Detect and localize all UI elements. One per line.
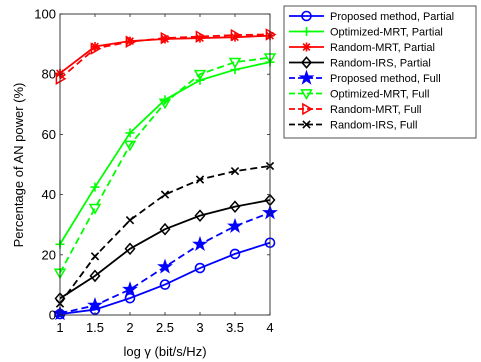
data-point — [159, 222, 171, 236]
legend-marker — [301, 56, 312, 69]
data-point — [228, 57, 242, 69]
y-tick-label: 0 — [49, 308, 56, 323]
data-point — [90, 252, 100, 261]
y-tick-label: 40 — [42, 187, 56, 202]
legend-marker — [302, 120, 311, 129]
legend-label: Optimized-MRT, Full — [330, 89, 429, 101]
data-point — [124, 292, 136, 304]
legend: Proposed method, Partial Optimized-MRT, P… — [283, 5, 477, 139]
legend-entry: Proposed method, Partial — [289, 10, 454, 23]
data-point — [160, 31, 172, 45]
data-point — [229, 248, 241, 260]
series-line — [59, 241, 271, 315]
data-point — [125, 128, 135, 138]
data-point — [124, 242, 136, 256]
legend-marker — [302, 42, 311, 52]
legend-marker — [301, 10, 312, 22]
legend-entry: Random-IRS, Full — [289, 120, 417, 132]
series-line — [59, 199, 271, 300]
x-tick-label: 4 — [266, 320, 273, 335]
x-axis-label: log γ (bit/s/Hz) — [123, 344, 206, 359]
data-point — [192, 235, 208, 252]
series-8 — [55, 161, 275, 308]
series-4 — [54, 193, 276, 305]
data-point — [123, 140, 137, 152]
legend-entry: Random-MRT, Full — [289, 102, 422, 116]
legend-entry: Optimized-MRT, Partial — [289, 27, 443, 39]
legend-label: Optimized-MRT, Partial — [330, 27, 443, 39]
data-point — [122, 281, 138, 297]
y-tick-label: 20 — [42, 247, 56, 262]
y-tick-label: 80 — [42, 67, 56, 82]
data-point — [195, 30, 207, 43]
data-point — [160, 190, 170, 199]
legend-entry: Random-MRT, Partial — [289, 42, 435, 54]
legend-entry: Random-IRS, Partial — [289, 56, 431, 70]
legend-label: Random-MRT, Partial — [330, 42, 435, 54]
series-line — [59, 33, 271, 80]
data-point — [125, 35, 137, 48]
series-line — [59, 56, 271, 274]
legend-label: Proposed method, Partial — [330, 11, 454, 23]
data-point — [157, 258, 173, 274]
x-tick-label: 3 — [196, 320, 203, 335]
data-point — [87, 297, 103, 313]
legend-entry: Proposed method, Full — [289, 69, 441, 85]
x-tick-label: 1.5 — [86, 320, 104, 335]
data-point — [230, 28, 242, 42]
data-point — [125, 216, 135, 225]
data-point — [90, 42, 102, 55]
legend-label: Random-IRS, Partial — [330, 58, 431, 70]
data-point — [88, 203, 102, 215]
data-point — [227, 217, 243, 233]
legend-marker — [302, 102, 313, 116]
legend-label: Random-IRS, Full — [330, 120, 417, 132]
data-point — [265, 28, 277, 41]
data-point — [195, 33, 205, 43]
data-point — [194, 209, 206, 222]
y-tick-label: 100 — [34, 7, 56, 22]
data-point — [195, 175, 205, 184]
data-point — [230, 166, 240, 176]
legend-marker — [302, 27, 311, 36]
axes-box — [59, 13, 271, 316]
legend-label: Proposed method, Full — [330, 73, 441, 85]
y-tick-label: 60 — [42, 127, 56, 142]
y-axis-label: Percentage of AN power (%) — [11, 83, 26, 248]
data-point — [158, 98, 172, 110]
data-point — [55, 72, 67, 85]
series-7 — [55, 28, 277, 85]
x-tick-label: 2.5 — [156, 320, 174, 335]
legend-label: Random-MRT, Full — [330, 104, 422, 116]
x-tick-label: 1 — [56, 320, 63, 335]
x-tick-label: 2 — [126, 320, 133, 335]
data-point — [159, 279, 171, 290]
legend-marker — [300, 89, 313, 100]
data-point — [229, 200, 241, 213]
legend-marker — [298, 69, 315, 85]
data-point — [89, 269, 101, 283]
legend-entry: Optimized-MRT, Full — [289, 89, 429, 101]
series-layer — [52, 28, 278, 321]
x-tick-label: 3.5 — [226, 320, 244, 335]
data-point — [90, 182, 100, 192]
legend-box — [283, 5, 477, 139]
data-point — [193, 69, 207, 81]
data-point — [194, 262, 206, 274]
